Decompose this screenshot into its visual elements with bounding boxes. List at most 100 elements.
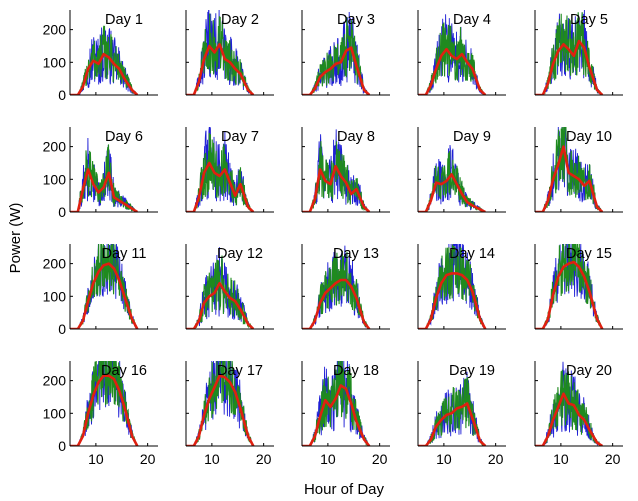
panel-title: Day 2 bbox=[221, 12, 259, 28]
panel-traces bbox=[418, 244, 488, 329]
y-tick-label: 0 bbox=[58, 438, 66, 454]
panel-traces bbox=[535, 10, 605, 95]
panel: Day 13 bbox=[301, 244, 390, 330]
smoothed-line bbox=[418, 47, 487, 95]
y-tick-label: 0 bbox=[58, 321, 66, 337]
panel: Day 5 bbox=[534, 10, 623, 96]
x-tick-label: 10 bbox=[88, 451, 104, 467]
panel-traces bbox=[186, 247, 256, 329]
x-tick-label: 20 bbox=[372, 451, 388, 467]
panel-title: Day 15 bbox=[566, 246, 612, 262]
smoothed-line bbox=[186, 42, 255, 95]
y-tick-label: 200 bbox=[43, 373, 67, 389]
y-tick-label: 100 bbox=[43, 171, 67, 187]
x-tick-label: 20 bbox=[256, 451, 272, 467]
smoothed-line bbox=[70, 374, 139, 446]
panel-title: Day 3 bbox=[337, 12, 375, 28]
smoothed-line bbox=[70, 168, 138, 212]
panel: 0 100 200 Day 1 bbox=[43, 10, 158, 103]
panel: 10 20 Day 18 bbox=[301, 361, 390, 467]
smoothed-line bbox=[535, 39, 604, 95]
panel-title: Day 19 bbox=[449, 363, 495, 379]
panel-traces bbox=[302, 361, 372, 446]
smoothed-line bbox=[186, 161, 255, 212]
panel-title: Day 4 bbox=[453, 12, 491, 28]
panel-title: Day 18 bbox=[333, 363, 379, 379]
smoothed-line bbox=[302, 46, 371, 95]
raw-trace-green bbox=[191, 255, 256, 329]
panel: Day 9 bbox=[417, 127, 506, 213]
panel-traces bbox=[418, 144, 488, 212]
y-tick-label: 0 bbox=[58, 204, 66, 220]
panel-title: Day 12 bbox=[217, 246, 263, 262]
y-tick-label: 0 bbox=[58, 87, 66, 103]
x-tick-label: 20 bbox=[488, 451, 504, 467]
panel-traces bbox=[535, 244, 605, 329]
y-tick-label: 200 bbox=[43, 22, 67, 38]
panel-title: Day 10 bbox=[566, 129, 612, 145]
smoothed-line bbox=[535, 392, 603, 446]
smoothed-line bbox=[186, 374, 255, 446]
y-tick-label: 100 bbox=[43, 288, 67, 304]
panel-traces bbox=[535, 127, 605, 212]
panel: Day 3 bbox=[301, 10, 390, 96]
panel-title: Day 11 bbox=[102, 246, 147, 262]
panel: Day 12 bbox=[185, 244, 274, 330]
smoothed-line bbox=[70, 52, 139, 95]
smoothed-line bbox=[418, 173, 486, 212]
panel-title: Day 1 bbox=[105, 12, 143, 28]
panel-traces bbox=[186, 127, 256, 212]
panel: Day 7 bbox=[185, 127, 274, 213]
panel: Day 2 bbox=[185, 10, 274, 96]
panel: 0 100 200 10 20 Day 16 bbox=[43, 361, 158, 467]
panel: Day 4 bbox=[417, 10, 506, 96]
panel-title: Day 9 bbox=[453, 129, 491, 145]
smoothed-line bbox=[418, 402, 487, 446]
x-tick-label: 10 bbox=[436, 451, 452, 467]
smoothed-line bbox=[70, 262, 139, 329]
panel-traces bbox=[70, 25, 140, 95]
raw-trace-green bbox=[423, 244, 488, 329]
panel-traces bbox=[418, 371, 488, 446]
panel-traces bbox=[302, 245, 372, 329]
panel-traces bbox=[418, 14, 488, 95]
panel: 10 20 Day 19 bbox=[417, 361, 506, 467]
panel-title: Day 6 bbox=[105, 129, 143, 145]
y-tick-label: 200 bbox=[43, 139, 67, 155]
x-tick-label: 10 bbox=[553, 451, 569, 467]
panel-title: Day 13 bbox=[333, 246, 379, 262]
smoothed-line bbox=[302, 384, 371, 446]
panel-title: Day 7 bbox=[221, 129, 259, 145]
panel-traces bbox=[70, 137, 140, 212]
x-tick-label: 20 bbox=[140, 451, 156, 467]
panel: Day 15 bbox=[534, 244, 623, 330]
panel: Day 14 bbox=[417, 244, 506, 330]
panel-traces bbox=[535, 361, 605, 446]
panel: 0 100 200 Day 6 bbox=[43, 127, 158, 220]
panel-title: Day 20 bbox=[566, 363, 612, 379]
smoothed-line bbox=[302, 164, 371, 212]
panel-title: Day 16 bbox=[101, 363, 147, 379]
panel-traces bbox=[302, 129, 372, 212]
panel-traces bbox=[302, 11, 372, 95]
panel: 10 20 Day 20 bbox=[534, 361, 623, 467]
smoothed-line bbox=[302, 278, 371, 329]
x-tick-label: 10 bbox=[204, 451, 220, 467]
y-tick-label: 200 bbox=[43, 256, 67, 272]
x-tick-label: 20 bbox=[605, 451, 621, 467]
smoothed-line bbox=[418, 272, 487, 329]
panel: Day 8 bbox=[301, 127, 390, 213]
panel: Day 10 bbox=[534, 127, 623, 213]
x-axis-label: Hour of Day bbox=[304, 481, 385, 498]
raw-trace-green bbox=[75, 361, 140, 446]
smoothed-line bbox=[186, 281, 255, 329]
smoothed-line bbox=[535, 260, 604, 329]
panel-traces bbox=[186, 361, 256, 446]
panel: 0 100 200 Day 11 bbox=[43, 244, 158, 337]
y-tick-label: 100 bbox=[43, 54, 67, 70]
y-tick-label: 100 bbox=[43, 405, 67, 421]
panel: 10 20 Day 17 bbox=[185, 361, 274, 467]
panel-title: Day 14 bbox=[449, 246, 495, 262]
